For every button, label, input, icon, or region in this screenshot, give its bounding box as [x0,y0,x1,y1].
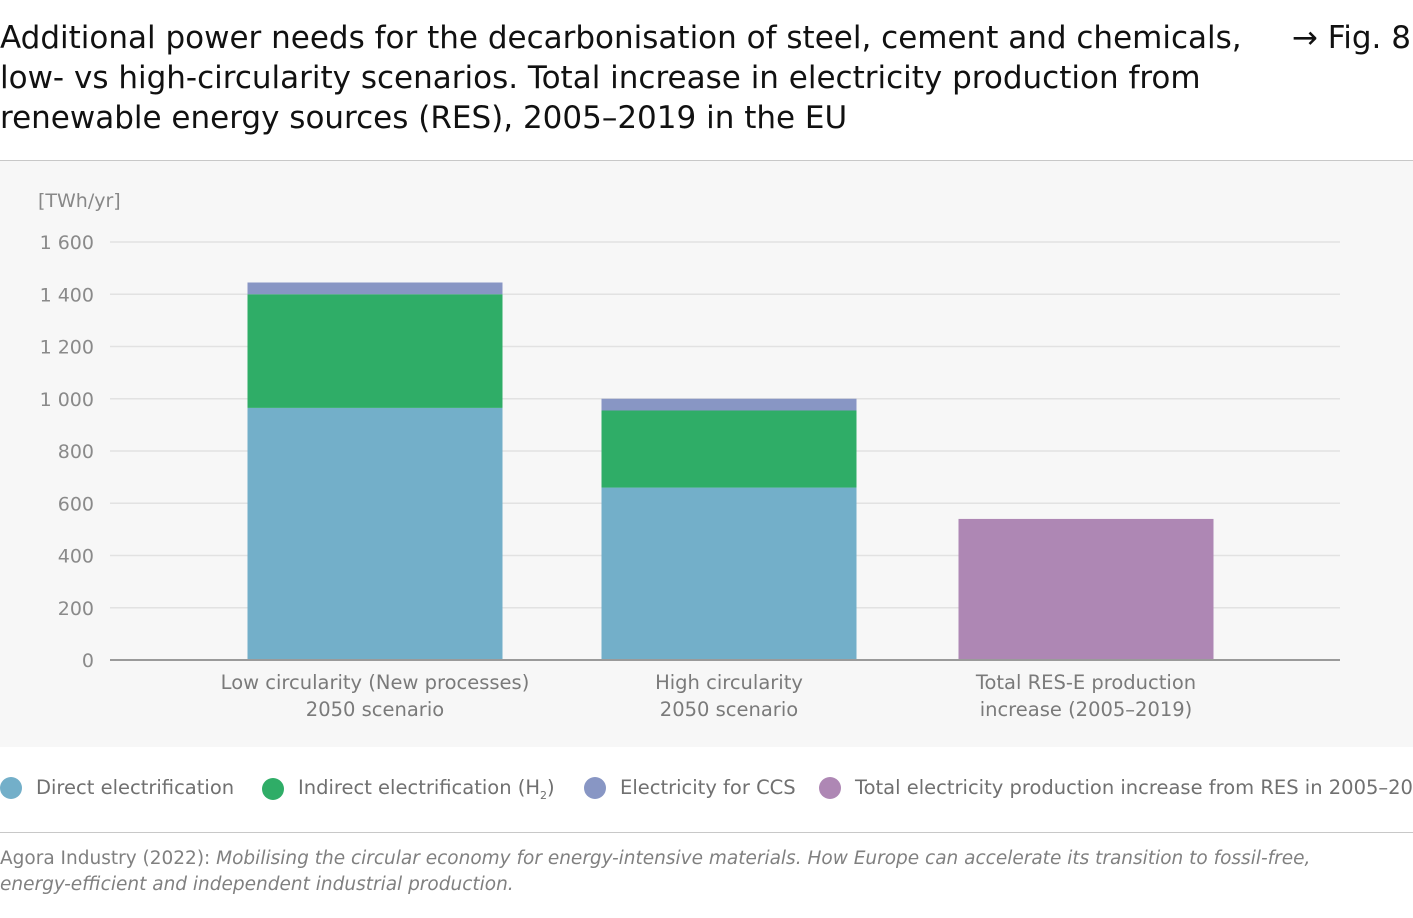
source-note: Agora Industry (2022): Mobilising the ci… [0,848,1311,895]
title-line: low- vs high-circularity scenarios. Tota… [0,60,1201,96]
legend: Direct electrification Indirect electrif… [0,776,1413,808]
legend-label: Indirect electrification (H2) [298,776,555,802]
stacked-bar-chart: [TWh/yr] 0 200 400 600 800 1 000 1 200 1 400 1 60… [38,190,1340,721]
legend-item-electricity-for-ccs: Electricity for CCS [584,776,796,799]
x-category-label: 2050 scenario [306,698,444,721]
legend-item-total-res-increase: Total electricity production increase fr… [819,776,1413,799]
y-tick-label: 200 [58,598,94,620]
y-unit-label: [TWh/yr] [38,190,121,212]
bottom-divider [0,832,1413,833]
legend-swatch [262,777,284,800]
legend-swatch [0,776,22,799]
legend-swatch [819,776,841,799]
bar-segment [247,282,503,295]
legend-item-indirect-electrification: Indirect electrification (H2) [262,776,555,802]
bar-segment [601,487,857,660]
legend-swatch [584,776,606,799]
y-tick-label: 400 [58,546,94,568]
y-tick-label: 1 200 [40,337,94,359]
bar-segment [247,294,503,408]
x-category-label: 2050 scenario [660,698,798,721]
legend-label: Direct electrification [36,776,235,799]
y-tick-label: 0 [82,650,94,672]
x-category-label: Low circularity (New processes) [221,671,530,694]
y-tick-label: 1 600 [40,232,94,254]
title-line: Additional power needs for the decarboni… [0,20,1242,56]
bar-segment [958,518,1214,660]
x-category-label: High circularity [655,671,803,694]
y-tick-label: 1 400 [40,284,94,306]
y-tick-label: 1 000 [40,389,94,411]
top-divider [0,160,1413,161]
legend-item-direct-electrification: Direct electrification [0,776,234,799]
y-tick-label: 600 [58,493,94,515]
legend-label: Total electricity production increase fr… [855,776,1413,799]
bar-segment [247,407,503,660]
y-tick-label: 800 [58,441,94,463]
bar-segment [601,398,857,411]
bar-segment [601,410,857,488]
x-category-label: Total RES-E production [975,671,1196,694]
figure-number-label: → Fig. 8 [1291,20,1411,56]
title-line: renewable energy sources (RES), 2005–201… [0,100,848,136]
x-category-label: increase (2005–2019) [980,698,1193,721]
legend-label: Electricity for CCS [620,776,796,799]
chart-title: Additional power needs for the decarboni… [0,18,1260,138]
